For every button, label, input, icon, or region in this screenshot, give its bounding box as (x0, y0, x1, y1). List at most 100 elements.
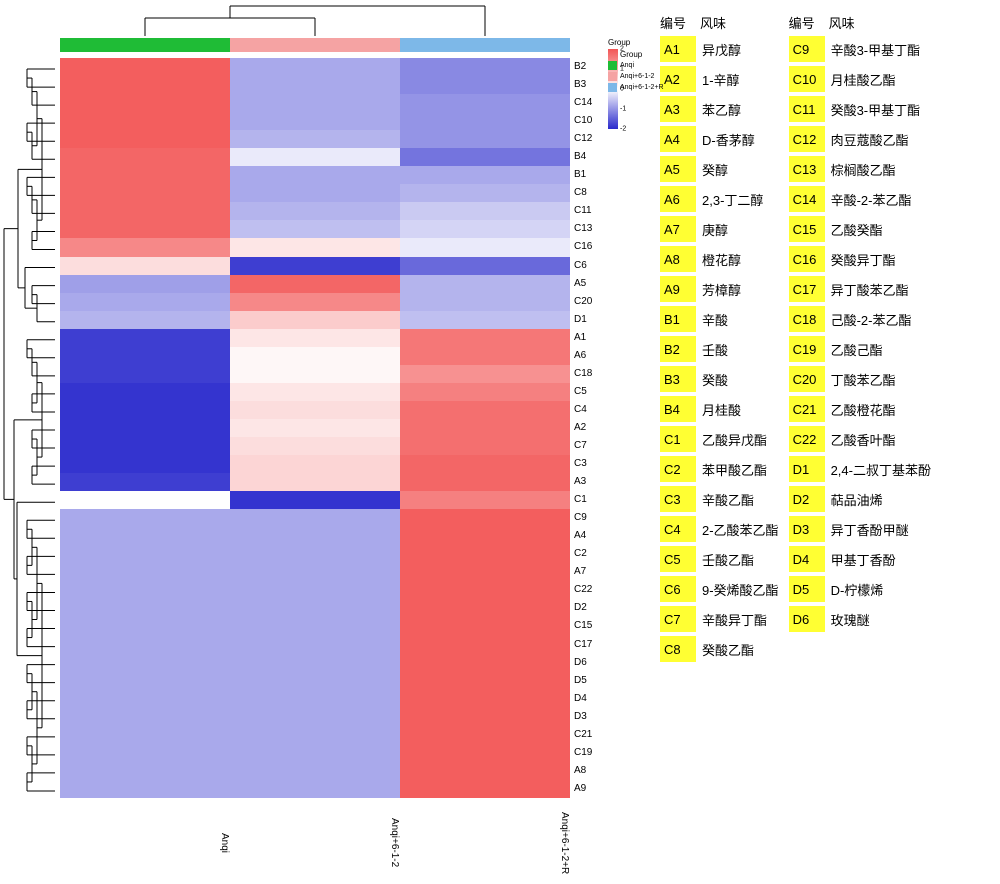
heatmap-cell (400, 654, 570, 672)
flavor-id-cell: D2 (789, 486, 825, 512)
row-label: A7 (574, 563, 608, 581)
heatmap-cell (230, 726, 400, 744)
flavor-row: C22乙酸香叶酯 (789, 424, 931, 454)
heatmap-cell (60, 545, 230, 563)
flavor-row: A3苯乙醇 (660, 94, 779, 124)
flavor-row: D5D-柠檬烯 (789, 574, 931, 604)
row-label: C11 (574, 202, 608, 220)
flavor-id-cell: C14 (789, 186, 825, 212)
heatmap-cell (400, 726, 570, 744)
flavor-row: A9芳樟醇 (660, 274, 779, 304)
flavor-row: C42-乙酸苯乙酯 (660, 514, 779, 544)
heatmap-cell (60, 437, 230, 455)
flavor-name-cell: 橙花醇 (702, 250, 741, 269)
heatmap-region: B2B3C14C10C12B4B1C8C11C13C16C6A5C20D1A1A… (0, 0, 660, 884)
flavor-name-cell: 2,4-二叔丁基苯酚 (831, 460, 931, 479)
flavor-name-cell: 癸酸乙酯 (702, 640, 754, 659)
flavor-name-cell: 芳樟醇 (702, 280, 741, 299)
heatmap-cell (230, 257, 400, 275)
flavor-row: C10 月桂酸乙酯 (789, 64, 931, 94)
flavor-id-cell: B2 (660, 336, 696, 362)
flavor-id-cell: C4 (660, 516, 696, 542)
heatmap-grid (60, 58, 570, 798)
group-legend-item: Anqi+6-1-2+R (608, 82, 678, 93)
flavor-row: B2壬酸 (660, 334, 779, 364)
row-dendrogram (0, 60, 55, 800)
row-label: A1 (574, 329, 608, 347)
group-legend-item: Anqi (608, 60, 678, 71)
row-label: C10 (574, 112, 608, 130)
heatmap-cell (400, 238, 570, 256)
flavor-name-cell: 乙酸橙花酯 (831, 400, 896, 419)
heatmap-cell (400, 437, 570, 455)
heatmap-cell (60, 94, 230, 112)
heatmap-cell (400, 419, 570, 437)
flavor-name-cell: 异丁香酚甲醚 (831, 520, 909, 539)
heatmap-cell (230, 437, 400, 455)
column-label: Anqi (60, 805, 230, 881)
group-legend-label: Anqi (620, 62, 634, 69)
flavor-header-name: 风味 (829, 13, 855, 32)
flavor-row: A5癸醇 (660, 154, 779, 184)
flavor-table-right: 编号 风味 C9辛酸3-甲基丁酯C10月桂酸乙酯C11癸酸3-甲基丁酯C12肉豆… (789, 10, 931, 884)
flavor-id-cell: D6 (789, 606, 825, 632)
flavor-row: D12,4-二叔丁基苯酚 (789, 454, 931, 484)
heatmap-cell (400, 383, 570, 401)
flavor-row: D3异丁香酚甲醚 (789, 514, 931, 544)
heatmap-cell (400, 509, 570, 527)
heatmap-cell (230, 473, 400, 491)
heatmap-cell (400, 94, 570, 112)
flavor-id-cell: C12 (789, 126, 825, 152)
heatmap-cell (400, 618, 570, 636)
heatmap-cell (60, 58, 230, 76)
flavor-row: C8 癸酸乙酯 (660, 634, 779, 664)
heatmap-cell (400, 293, 570, 311)
row-label: C6 (574, 257, 608, 275)
heatmap-cell (230, 690, 400, 708)
row-label: A9 (574, 780, 608, 798)
row-label: A3 (574, 473, 608, 491)
flavor-id-cell: C8 (660, 636, 696, 662)
flavor-row: C2苯甲酸乙酯 (660, 454, 779, 484)
heatmap-cell (60, 112, 230, 130)
heatmap-cell (60, 654, 230, 672)
heatmap-cell (400, 744, 570, 762)
heatmap-cell (60, 708, 230, 726)
heatmap-cell (60, 744, 230, 762)
flavor-name-cell: 辛酸-2-苯乙酯 (831, 190, 912, 209)
heatmap-cell (230, 762, 400, 780)
heatmap-cell (60, 202, 230, 220)
group-legend: Group AnqiAnqi+6-1-2Anqi+6-1-2+R (608, 50, 678, 93)
heatmap-cell (230, 455, 400, 473)
flavor-id-cell: C10 (789, 66, 825, 92)
heatmap-cell (60, 473, 230, 491)
heatmap-cell (230, 311, 400, 329)
flavor-row: B1辛酸 (660, 304, 779, 334)
row-label: C19 (574, 744, 608, 762)
scale-title: Group (608, 38, 658, 47)
flavor-name-cell: 辛酸3-甲基丁酯 (831, 40, 921, 59)
heatmap-cell (400, 130, 570, 148)
flavor-header-id: 编号 (789, 13, 829, 32)
heatmap-cell (60, 401, 230, 419)
heatmap-cell (400, 708, 570, 726)
heatmap-cell (230, 654, 400, 672)
flavor-name-cell: 月桂酸乙酯 (831, 70, 896, 89)
row-label: C18 (574, 365, 608, 383)
heatmap-cell (230, 202, 400, 220)
flavor-id-cell: C9 (789, 36, 825, 62)
flavor-name-cell: 己酸-2-苯乙酯 (831, 310, 912, 329)
flavor-row: C9 辛酸3-甲基丁酯 (789, 34, 931, 64)
heatmap-cell (230, 636, 400, 654)
flavor-name-cell: 庚醇 (702, 220, 728, 239)
flavor-row: C1乙酸异戊酯 (660, 424, 779, 454)
heatmap-cell (60, 762, 230, 780)
flavor-row: C17异丁酸苯乙酯 (789, 274, 931, 304)
flavor-table-region: 编号 风味 A1异戊醇A21-辛醇A3苯乙醇A4D-香茅醇A5癸醇A62,3-丁… (660, 0, 1000, 884)
flavor-name-cell: 乙酸己酯 (831, 340, 883, 359)
flavor-id-cell: C11 (789, 96, 825, 122)
heatmap-cell (230, 780, 400, 798)
heatmap-cell (60, 618, 230, 636)
heatmap-cell (400, 455, 570, 473)
heatmap-cell (230, 347, 400, 365)
